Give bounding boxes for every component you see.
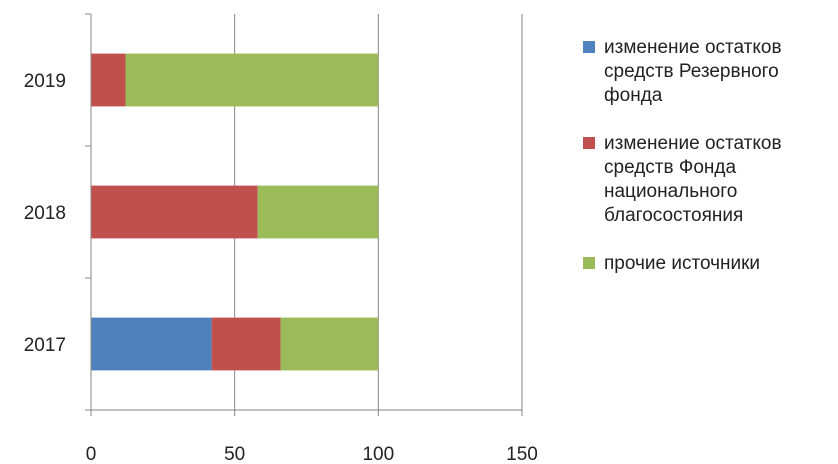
legend-item-other-sources: прочие источники: [583, 252, 833, 276]
axes: [85, 13, 523, 416]
bar-2018-series-2: [257, 185, 379, 239]
x-tick-label-100: 100: [362, 444, 394, 464]
bar-2018-series-1: [91, 185, 258, 239]
chart-legend: изменение остатков средств Резервного фо…: [583, 36, 833, 276]
x-tick-label-50: 50: [224, 444, 245, 464]
y-tick-label-2019: 2019: [24, 71, 66, 92]
legend-label-reserve-fund: изменение остатков средств Резервного фо…: [604, 37, 782, 106]
legend-swatch-other-sources: [583, 257, 595, 269]
y-tick-label-2017: 2017: [24, 335, 66, 356]
tick-labels: 0 50 100 150 2017 2018 2019: [24, 71, 538, 464]
bar-2017-series-1: [211, 317, 281, 371]
x-tick-label-0: 0: [86, 444, 97, 464]
legend-label-national-wealth-fund: изменение остатков средств Фонда национа…: [604, 133, 782, 226]
legend-swatch-national-wealth-fund: [583, 137, 595, 149]
bars: [91, 53, 379, 371]
bar-2019-series-2: [125, 53, 379, 107]
bar-2019-series-1: [91, 53, 126, 107]
legend-label-other-sources: прочие источники: [604, 253, 761, 274]
legend-item-reserve-fund: изменение остатков средств Резервного фо…: [583, 36, 833, 108]
bar-2017-series-2: [280, 317, 379, 371]
legend-item-national-wealth-fund: изменение остатков средств Фонда национа…: [583, 132, 833, 228]
bar-2017-series-0: [91, 317, 212, 371]
y-tick-label-2018: 2018: [24, 203, 66, 224]
x-tick-label-150: 150: [506, 444, 538, 464]
legend-swatch-reserve-fund: [583, 41, 595, 53]
